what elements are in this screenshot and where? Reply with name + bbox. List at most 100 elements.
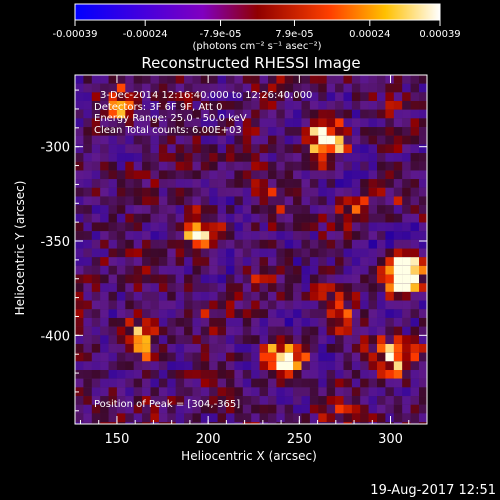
heatmap-cell	[293, 109, 302, 119]
heatmap-cell	[318, 257, 327, 266]
heatmap-cell	[351, 239, 361, 249]
heatmap-cell	[326, 352, 336, 362]
heatmap-cell	[326, 309, 336, 318]
heatmap-cell	[276, 309, 285, 318]
heatmap-cell	[234, 370, 243, 379]
heatmap-cell	[351, 318, 361, 327]
heatmap-cell	[133, 127, 143, 136]
heatmap-cell	[385, 248, 394, 258]
heatmap-cell	[293, 127, 302, 136]
heatmap-cell	[393, 274, 403, 284]
heatmap-cell	[133, 378, 143, 388]
heatmap-cell	[100, 413, 109, 422]
heatmap-cell	[108, 109, 118, 119]
heatmap-cell	[234, 413, 243, 422]
heatmap-cell	[360, 318, 369, 327]
heatmap-cell	[343, 300, 353, 310]
heatmap-cell	[393, 387, 403, 396]
heatmap-cell	[343, 127, 353, 136]
heatmap-cell	[125, 101, 134, 110]
heatmap-cell	[351, 387, 361, 396]
heatmap-cell	[393, 153, 403, 162]
heatmap-cell	[116, 118, 126, 127]
heatmap-cell	[377, 222, 386, 232]
heatmap-cell	[301, 83, 311, 93]
heatmap-cell	[116, 300, 126, 310]
heatmap-cell	[150, 274, 160, 284]
heatmap-cell	[402, 335, 411, 344]
heatmap-cell	[175, 144, 185, 153]
heatmap-cell	[368, 387, 378, 396]
heatmap-cell	[133, 83, 143, 93]
heatmap-cell	[234, 170, 243, 180]
heatmap-cell	[175, 265, 185, 275]
heatmap-cell	[83, 101, 92, 110]
heatmap-cell	[335, 231, 344, 240]
heatmap-cell	[393, 83, 403, 93]
heatmap-cell	[133, 144, 143, 153]
heatmap-cell	[251, 422, 260, 424]
heatmap-cell	[209, 161, 218, 171]
heatmap-cell	[368, 187, 378, 197]
heatmap-cell	[200, 213, 210, 223]
heatmap-cell	[217, 370, 227, 379]
heatmap-cell	[217, 309, 227, 318]
heatmap-cell	[242, 187, 252, 197]
heatmap-cell	[209, 283, 218, 292]
heatmap-cell	[83, 422, 92, 424]
heatmap-cell	[192, 135, 202, 145]
heatmap-cell	[393, 135, 403, 145]
heatmap-cell	[268, 248, 277, 258]
heatmap-cell	[217, 179, 227, 188]
heatmap-cell	[242, 309, 252, 318]
heatmap-cell	[91, 83, 101, 93]
heatmap-cell	[184, 283, 193, 292]
x-axis-ticks: 150 200 250 300	[79, 75, 428, 447]
heatmap-cell	[150, 291, 160, 301]
heatmap-cell	[309, 179, 319, 188]
heatmap-cell	[100, 265, 109, 275]
heatmap-cell	[427, 205, 436, 214]
heatmap-cell	[268, 352, 277, 362]
heatmap-cell	[242, 213, 252, 223]
heatmap-cell	[344, 431, 353, 440]
heatmap-cell	[309, 352, 319, 362]
heatmap-cell	[200, 118, 210, 127]
heatmap-cell	[360, 127, 369, 136]
heatmap-cell	[301, 352, 311, 362]
heatmap-cell	[385, 205, 394, 214]
heatmap-cell	[276, 222, 285, 232]
heatmap-cell	[284, 213, 294, 223]
heatmap-cell	[293, 378, 302, 388]
heatmap-cell	[91, 101, 101, 110]
heatmap-cell	[108, 153, 118, 162]
heatmap-cell	[276, 387, 285, 396]
heatmap-cell	[293, 352, 302, 362]
heatmap-cell	[368, 83, 378, 93]
heatmap-cell	[75, 283, 84, 292]
heatmap-cell	[368, 144, 378, 153]
heatmap-cell	[150, 83, 160, 93]
heatmap-cell	[167, 335, 176, 344]
heatmap-cell	[217, 396, 227, 405]
heatmap-cell	[116, 179, 126, 188]
heatmap-cell	[385, 265, 394, 275]
heatmap-cell	[192, 283, 202, 292]
heatmap-cell	[175, 248, 185, 258]
heatmap-cell	[427, 75, 436, 84]
heatmap-cell	[251, 257, 260, 266]
heatmap-cell	[142, 422, 151, 424]
heatmap-cell	[343, 118, 353, 127]
heatmap-cell	[158, 161, 168, 171]
heatmap-cell	[377, 231, 386, 240]
heatmap-cell	[184, 118, 193, 127]
heatmap-cell	[276, 431, 285, 440]
heatmap-cell	[335, 370, 344, 379]
heatmap-cell	[259, 222, 269, 232]
heatmap-cell	[242, 335, 252, 344]
heatmap-cell	[234, 179, 243, 188]
heatmap-cell	[393, 179, 403, 188]
heatmap-cell	[125, 361, 134, 370]
heatmap-cell	[184, 370, 193, 379]
heatmap-cell	[368, 118, 378, 127]
